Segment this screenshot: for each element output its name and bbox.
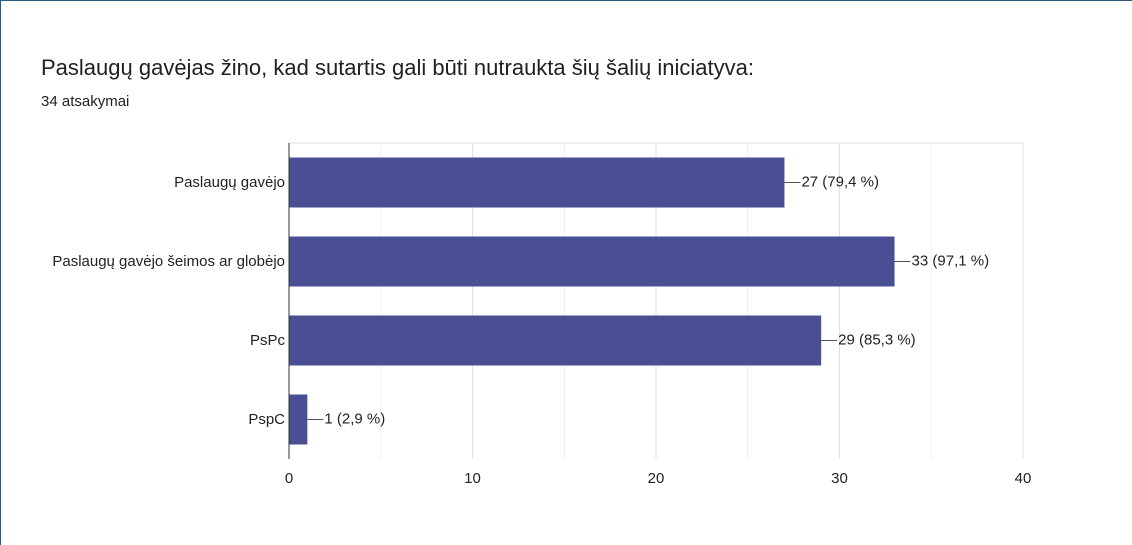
x-tick-label: 40 bbox=[1015, 470, 1032, 487]
data-label: 33 (97,1 %) bbox=[912, 252, 990, 269]
bar bbox=[289, 157, 785, 208]
y-tick-label: PsPc bbox=[249, 331, 285, 349]
y-tick-label: Paslaugų gavėjo bbox=[174, 173, 285, 191]
x-tick-label: 30 bbox=[831, 470, 848, 487]
data-label: 29 (85,3 %) bbox=[838, 331, 916, 348]
bar bbox=[289, 315, 822, 366]
y-tick-label: PspC bbox=[248, 410, 285, 428]
bar bbox=[289, 394, 308, 445]
bar bbox=[289, 236, 895, 287]
x-tick-label: 10 bbox=[464, 470, 481, 487]
chart-subtitle: 34 atsakymai bbox=[41, 93, 130, 110]
y-tick-label: Paslaugų gavėjo šeimos ar globėjo bbox=[52, 252, 285, 270]
data-label: 27 (79,4 %) bbox=[801, 173, 879, 190]
chart-title: Paslaugų gavėjas žino, kad sutartis gali… bbox=[41, 55, 754, 80]
x-tick-label: 20 bbox=[648, 470, 665, 487]
data-label: 1 (2,9 %) bbox=[324, 410, 385, 427]
x-tick-label: 0 bbox=[285, 470, 293, 487]
